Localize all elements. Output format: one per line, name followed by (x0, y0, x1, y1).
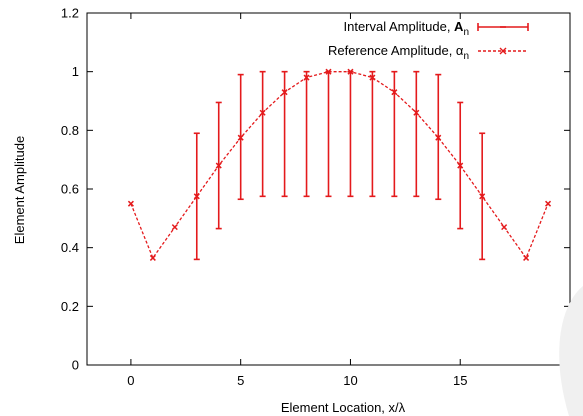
reference-point (479, 193, 486, 200)
reference-point (171, 224, 178, 231)
legend: Interval Amplitude, An Reference Amplitu… (328, 19, 529, 62)
interval-errorbar (325, 70, 332, 198)
reference-point (215, 162, 222, 169)
x-tick-label: 5 (237, 373, 244, 388)
interval-amplitude-series (193, 70, 486, 261)
reference-point (413, 109, 420, 116)
x-tick-label: 0 (127, 373, 134, 388)
reference-point (435, 134, 442, 141)
interval-errorbar (347, 70, 354, 198)
reference-point (369, 74, 376, 81)
legend-swatch-interval (477, 23, 529, 31)
reference-line (130, 71, 549, 260)
reference-point (457, 162, 464, 169)
reference-point (193, 193, 200, 200)
x-tick-labels: 05101520 (127, 373, 577, 388)
interval-errorbar (259, 70, 266, 198)
interval-errorbar (369, 70, 376, 198)
interval-errorbar (303, 70, 310, 198)
legend-label-reference: Reference Amplitude, αn (328, 43, 469, 62)
reference-point (259, 109, 266, 116)
reference-point (325, 68, 332, 75)
reference-point (127, 200, 134, 207)
corner-decoration (559, 286, 583, 416)
y-tick-label: 0.8 (61, 123, 79, 138)
y-axis-title: Element Amplitude (12, 136, 27, 244)
y-tick-label: 1 (72, 64, 79, 79)
y-tick-label: 0.2 (61, 299, 79, 314)
reference-point (149, 254, 156, 261)
y-tick-label: 1.2 (61, 6, 79, 21)
reference-point (303, 74, 310, 81)
y-tick-label: 0 (72, 358, 79, 373)
x-tick-label: 15 (453, 373, 467, 388)
y-tick-label: 0.6 (61, 182, 79, 197)
reference-point (237, 134, 244, 141)
y-tick-labels: 0 0.2 0.4 0.6 0.8 1 1.2 (61, 6, 79, 373)
reference-point (545, 200, 552, 207)
reference-point (523, 254, 530, 261)
plot-frame (86, 12, 571, 366)
x-tick-label: 10 (343, 373, 357, 388)
legend-swatch-reference (478, 47, 528, 55)
reference-point (281, 89, 288, 96)
legend-label-interval: Interval Amplitude, An (343, 19, 469, 38)
x-axis-title: Element Location, x/λ (281, 400, 406, 415)
interval-errorbar (413, 70, 420, 198)
reference-amplitude-series (127, 68, 552, 261)
reference-point (391, 89, 398, 96)
reference-point (501, 224, 508, 231)
reference-point (347, 68, 354, 75)
y-tick-label: 0.4 (61, 240, 79, 255)
